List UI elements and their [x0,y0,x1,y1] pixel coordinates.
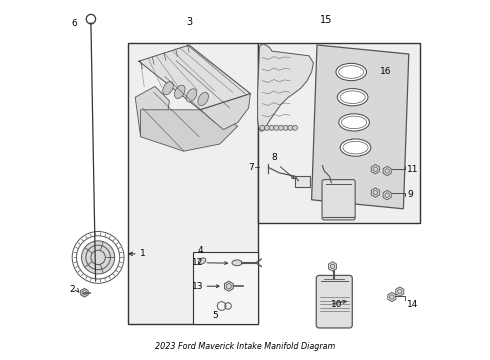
Ellipse shape [336,63,367,81]
Text: 2023 Ford Maverick Intake Manifold Diagram: 2023 Ford Maverick Intake Manifold Diagr… [155,342,335,351]
Ellipse shape [339,66,364,78]
Ellipse shape [163,82,173,95]
Circle shape [269,125,274,130]
Ellipse shape [340,91,365,104]
Ellipse shape [174,85,185,98]
Ellipse shape [198,93,208,105]
Ellipse shape [339,114,369,131]
Text: 1: 1 [140,249,145,258]
Text: 11: 11 [407,165,418,174]
Ellipse shape [337,89,368,106]
Polygon shape [135,86,170,137]
Circle shape [260,125,265,130]
Bar [258,43,419,223]
Text: 6: 6 [72,19,77,28]
Polygon shape [224,281,233,291]
Polygon shape [371,188,379,197]
Polygon shape [383,190,391,200]
Circle shape [288,125,293,130]
Polygon shape [388,292,396,302]
Text: 14: 14 [407,300,418,309]
Polygon shape [295,176,310,187]
Circle shape [81,241,115,274]
Bar [193,252,258,324]
Polygon shape [258,44,314,131]
Polygon shape [396,287,404,296]
Polygon shape [81,288,88,297]
Text: 10: 10 [331,300,342,309]
Ellipse shape [343,141,368,154]
Polygon shape [141,110,238,151]
Text: 16: 16 [380,68,392,77]
Circle shape [278,125,284,130]
Ellipse shape [340,139,371,156]
Text: 2: 2 [70,285,75,294]
Circle shape [283,125,288,130]
Text: 9: 9 [407,190,413,199]
Polygon shape [312,45,409,209]
Text: 5: 5 [213,311,219,320]
Text: 12: 12 [192,258,204,267]
Ellipse shape [342,116,367,129]
Text: 4: 4 [197,246,203,255]
Ellipse shape [186,89,197,102]
FancyBboxPatch shape [316,275,352,328]
Polygon shape [383,166,391,176]
Text: 8: 8 [271,153,277,162]
Text: 3: 3 [186,17,192,27]
Text: 13: 13 [192,282,204,291]
Text: 7: 7 [248,163,254,172]
Bar [128,43,258,324]
Circle shape [274,125,279,130]
Ellipse shape [232,260,242,266]
Polygon shape [371,165,379,174]
Polygon shape [200,94,250,130]
Polygon shape [328,262,337,271]
Circle shape [265,125,270,130]
Circle shape [293,125,297,130]
Text: 15: 15 [320,15,332,25]
FancyBboxPatch shape [322,180,355,220]
Polygon shape [139,45,250,110]
Ellipse shape [198,258,206,264]
